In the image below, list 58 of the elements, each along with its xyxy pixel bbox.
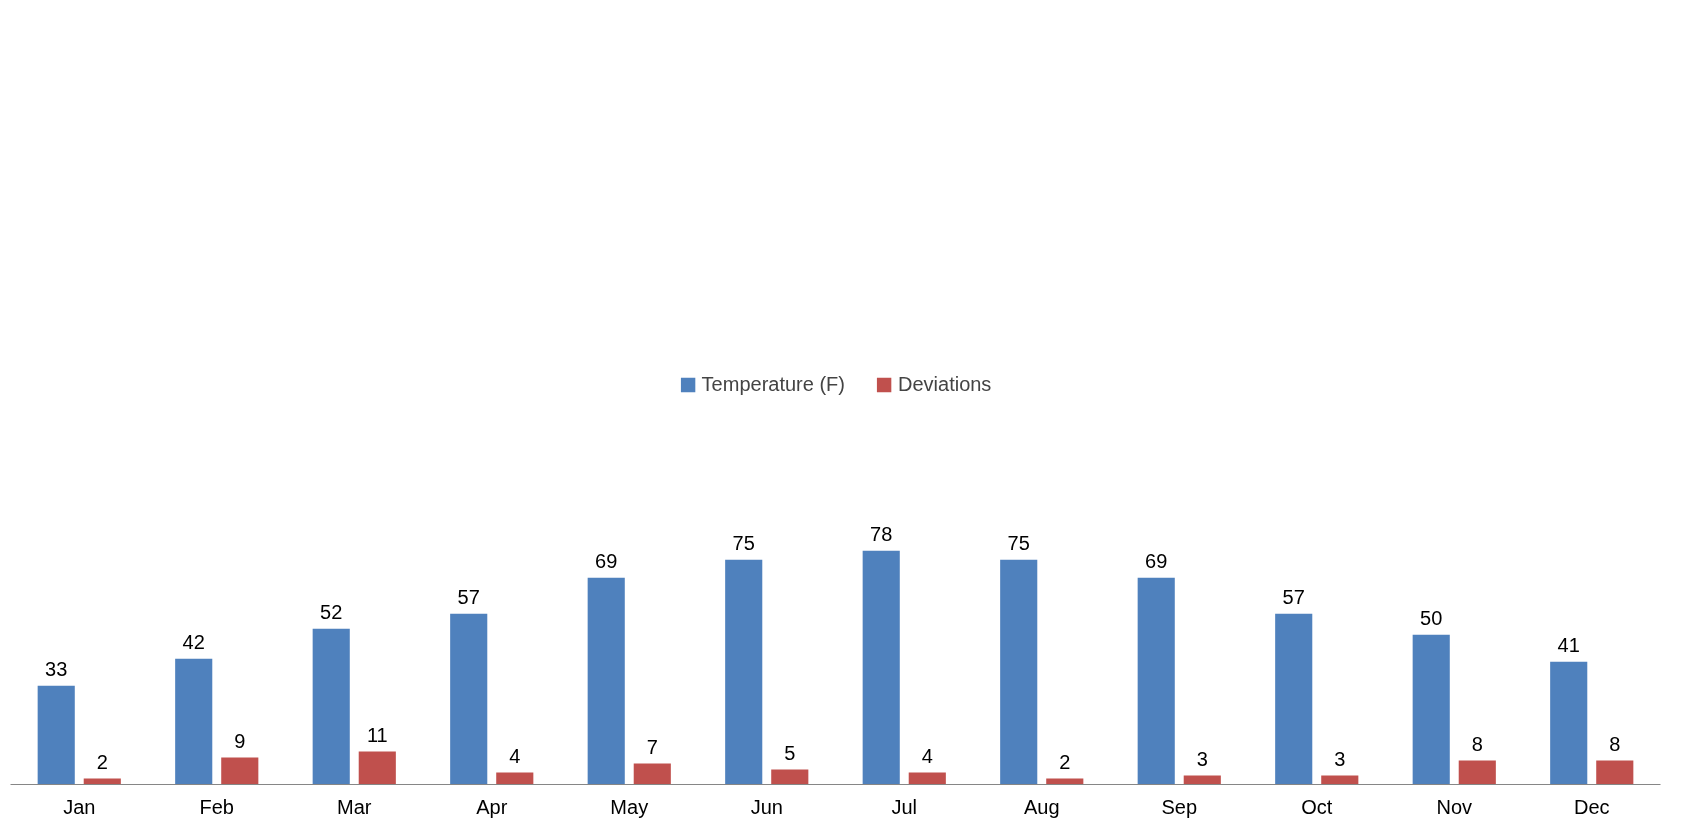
data-label: 57 xyxy=(457,585,480,608)
data-label: 2 xyxy=(96,750,108,773)
data-label: 5 xyxy=(784,741,796,764)
x-tick-label: Nov xyxy=(1436,795,1473,818)
data-label: 50 xyxy=(1420,606,1443,629)
x-tick-label: May xyxy=(610,795,649,818)
data-label: 2 xyxy=(1059,750,1071,773)
legend-label: Deviations xyxy=(897,372,992,396)
data-label: 7 xyxy=(646,735,658,758)
data-label: 78 xyxy=(870,522,893,545)
x-tick-label: Mar xyxy=(337,795,372,818)
data-label: 69 xyxy=(1145,549,1168,572)
bar xyxy=(496,772,534,785)
bar xyxy=(725,559,763,785)
data-label: 4 xyxy=(921,744,933,767)
bar xyxy=(37,685,75,785)
data-label: 4 xyxy=(509,744,521,767)
bar xyxy=(633,763,671,785)
data-label: 52 xyxy=(320,600,343,623)
bar xyxy=(312,628,350,785)
data-label: 69 xyxy=(595,549,618,572)
x-tick-label: Feb xyxy=(199,795,234,818)
bar xyxy=(1275,613,1313,785)
bar xyxy=(587,577,625,785)
data-label: 57 xyxy=(1282,585,1305,608)
data-label: 42 xyxy=(182,630,205,653)
x-tick-label: Jan xyxy=(63,795,96,818)
bar xyxy=(1000,559,1038,785)
x-tick-label: Apr xyxy=(476,795,508,818)
data-label: 8 xyxy=(1609,732,1621,755)
data-label: 9 xyxy=(234,729,246,752)
data-label: 8 xyxy=(1471,732,1483,755)
data-label: 33 xyxy=(45,657,68,680)
bar xyxy=(175,658,213,785)
x-tick-label: Jul xyxy=(891,795,918,818)
bar xyxy=(1137,577,1175,785)
x-tick-label: Sep xyxy=(1161,795,1198,818)
bar xyxy=(1412,634,1450,785)
data-label: 41 xyxy=(1557,633,1580,656)
bar xyxy=(1596,760,1634,785)
x-tick-label: Dec xyxy=(1573,795,1610,818)
data-label: 11 xyxy=(366,723,388,746)
data-label: 75 xyxy=(1007,531,1030,554)
bar xyxy=(1550,661,1588,785)
x-tick-label: Aug xyxy=(1023,795,1060,818)
bar xyxy=(1458,760,1496,785)
data-label: 3 xyxy=(1196,747,1208,770)
bar xyxy=(862,550,900,785)
bar xyxy=(358,751,396,785)
x-tick-label: Oct xyxy=(1301,795,1333,818)
bar xyxy=(450,613,488,785)
x-tick-label: Jun xyxy=(750,795,783,818)
bar xyxy=(221,757,259,785)
legend-label: Temperature (F) xyxy=(701,372,845,396)
bar xyxy=(908,772,946,785)
data-label: 75 xyxy=(732,531,755,554)
bar xyxy=(771,769,809,785)
data-label: 3 xyxy=(1334,747,1346,770)
